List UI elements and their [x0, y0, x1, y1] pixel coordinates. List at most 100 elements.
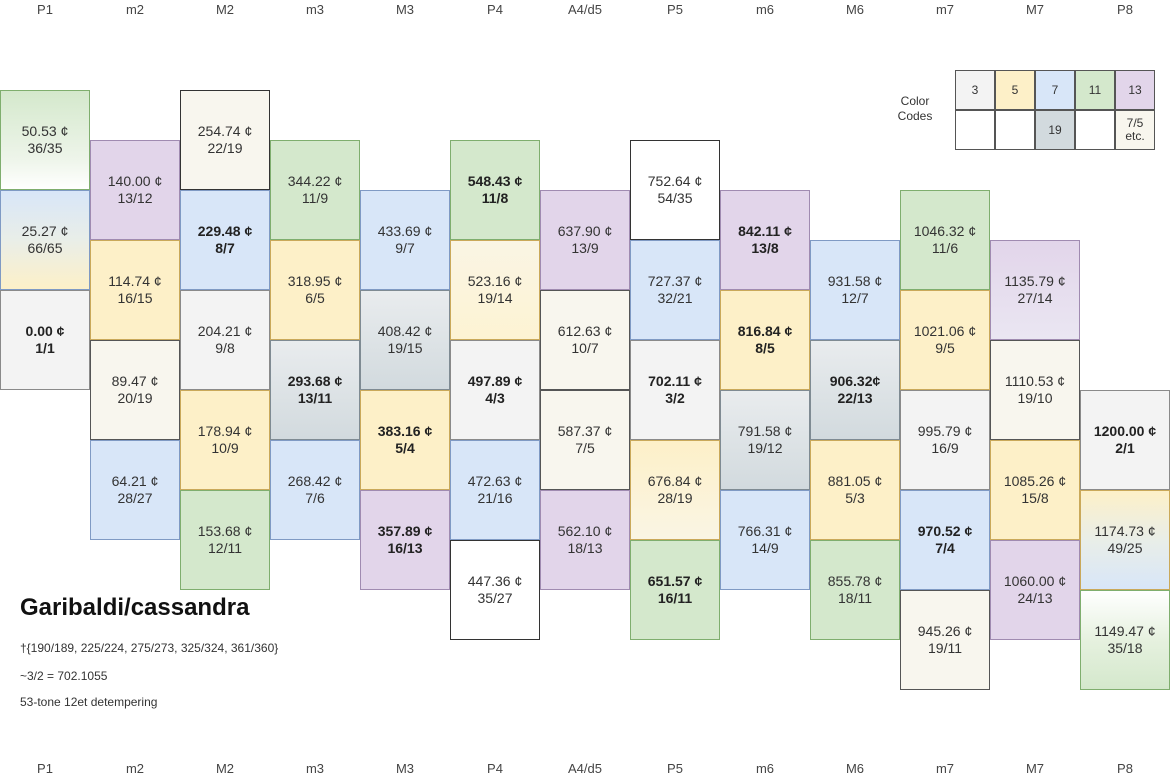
column-header-bottom-4: M3	[395, 761, 415, 776]
cents-value: 114.74 ¢	[108, 273, 162, 289]
interval-cell: 344.22 ¢ 11/9	[270, 140, 360, 240]
cents-value: 1135.79 ¢	[1004, 273, 1066, 289]
column-header-bottom-3: m3	[305, 761, 325, 776]
ratio-value: 7/5	[575, 440, 595, 456]
interval-cell: 254.74 ¢ 22/19	[180, 90, 270, 190]
cents-value: 268.42 ¢	[287, 473, 343, 489]
interval-cell: 906.32¢ 22/13	[810, 340, 900, 440]
ratio-value: 16/15	[117, 290, 153, 306]
interval-cell: 204.21 ¢ 9/8	[180, 290, 270, 390]
interval-cell: 970.52 ¢ 7/4	[900, 490, 990, 590]
ratio-value: 18/11	[838, 590, 872, 606]
fifth-size-note: ~3/2 = 702.1055	[20, 669, 108, 683]
ratio-value: 3/2	[665, 390, 685, 406]
column-header-top-5: P4	[487, 2, 503, 17]
ratio-value: 21/16	[477, 490, 513, 506]
ratio-value: 19/15	[387, 340, 423, 356]
ratio-value: 13/11	[297, 390, 333, 406]
interval-cell: 229.48 ¢ 8/7	[180, 190, 270, 290]
ratio-value: 10/9	[211, 440, 239, 456]
interval-cell: 1200.00 ¢ 2/1	[1080, 390, 1170, 490]
cents-value: 1200.00 ¢	[1093, 423, 1157, 439]
interval-cell: 612.63 ¢ 10/7	[540, 290, 630, 390]
interval-cell: 1046.32 ¢ 11/6	[900, 190, 990, 290]
interval-cell: 383.16 ¢ 5/4	[360, 390, 450, 490]
legend-swatch-top: 7	[1035, 70, 1075, 110]
interval-cell: 140.00 ¢ 13/12	[90, 140, 180, 240]
ratio-value: 28/27	[117, 490, 153, 506]
column-header-bottom-0: P1	[37, 761, 53, 776]
cents-value: 408.42 ¢	[377, 323, 433, 339]
cents-value: 293.68 ¢	[287, 373, 343, 389]
cents-value: 842.11 ¢	[738, 223, 792, 239]
column-header-bottom-2: M2	[215, 761, 235, 776]
legend-swatch-top: 3	[955, 70, 995, 110]
ratio-value: 13/9	[571, 240, 599, 256]
column-header-top-1: m2	[125, 2, 145, 17]
ratio-value: 20/19	[117, 390, 153, 406]
legend-swatch-bottom	[1075, 110, 1115, 150]
ratio-value: 22/13	[837, 390, 873, 406]
cents-value: 766.31 ¢	[737, 523, 793, 539]
ratio-value: 35/27	[477, 590, 513, 606]
cents-value: 1021.06 ¢	[913, 323, 977, 339]
cents-value: 344.22 ¢	[287, 173, 343, 189]
interval-cell: 318.95 ¢ 6/5	[270, 240, 360, 340]
interval-cell: 842.11 ¢ 13/8	[720, 190, 810, 290]
cents-value: 612.63 ¢	[557, 323, 613, 339]
column-header-top-11: M7	[1025, 2, 1045, 17]
cents-value: 816.84 ¢	[737, 323, 793, 339]
interval-cell: 25.27 ¢ 66/65	[0, 190, 90, 290]
interval-cell: 1110.53 ¢ 19/10	[990, 340, 1080, 440]
interval-cell: 89.47 ¢ 20/19	[90, 340, 180, 440]
legend-label: Color Codes	[897, 94, 933, 123]
ratio-value: 32/21	[657, 290, 693, 306]
interval-cell: 587.37 ¢ 7/5	[540, 390, 630, 490]
interval-cell: 651.57 ¢ 16/11	[630, 540, 720, 640]
ratio-value: 36/35	[27, 140, 63, 156]
ratio-value: 11/8	[481, 190, 509, 206]
column-header-top-10: m7	[935, 2, 955, 17]
cents-value: 1110.53 ¢	[1004, 373, 1066, 389]
legend-swatch-top: 5	[995, 70, 1035, 110]
ratio-value: 19/14	[477, 290, 513, 306]
interval-cell: 408.42 ¢ 19/15	[360, 290, 450, 390]
interval-cell: 548.43 ¢ 11/8	[450, 140, 540, 240]
ratio-value: 9/7	[395, 240, 415, 256]
ratio-value: 16/13	[387, 540, 423, 556]
column-header-top-6: A4/d5	[568, 2, 602, 17]
interval-cell: 637.90 ¢ 13/9	[540, 190, 630, 290]
cents-value: 318.95 ¢	[287, 273, 343, 289]
ratio-value: 8/7	[215, 240, 235, 256]
ratio-value: 22/19	[207, 140, 243, 156]
column-header-top-8: m6	[755, 2, 775, 17]
column-header-top-3: m3	[305, 2, 325, 17]
interval-cell: 881.05 ¢ 5/3	[810, 440, 900, 540]
ratio-value: 15/8	[1021, 490, 1049, 506]
column-header-bottom-1: m2	[125, 761, 145, 776]
interval-cell: 1060.00 ¢ 24/13	[990, 540, 1080, 640]
cents-value: 1060.00 ¢	[1003, 573, 1067, 589]
cents-value: 548.43 ¢	[467, 173, 523, 189]
cents-value: 0.00 ¢	[25, 323, 65, 339]
ratio-value: 6/5	[305, 290, 325, 306]
cents-value: 970.52 ¢	[917, 523, 973, 539]
column-header-bottom-5: P4	[487, 761, 503, 776]
ratio-value: 7/6	[305, 490, 325, 506]
ratio-value: 18/13	[567, 540, 603, 556]
interval-cell: 433.69 ¢ 9/7	[360, 190, 450, 290]
ratio-value: 1/1	[35, 340, 55, 356]
cents-value: 433.69 ¢	[377, 223, 433, 239]
column-header-top-2: M2	[215, 2, 235, 17]
cents-value: 1046.32 ¢	[913, 223, 977, 239]
cents-value: 50.53 ¢	[21, 123, 69, 139]
ratio-value: 12/11	[208, 540, 242, 556]
ratio-value: 7/4	[935, 540, 955, 556]
interval-cell: 562.10 ¢ 18/13	[540, 490, 630, 590]
ratio-value: 54/35	[657, 190, 693, 206]
legend-swatch-bottom: 7/5 etc.	[1115, 110, 1155, 150]
ratio-value: 9/8	[215, 340, 235, 356]
cents-value: 357.89 ¢	[377, 523, 433, 539]
interval-cell: 497.89 ¢ 4/3	[450, 340, 540, 440]
column-header-top-9: M6	[845, 2, 865, 17]
